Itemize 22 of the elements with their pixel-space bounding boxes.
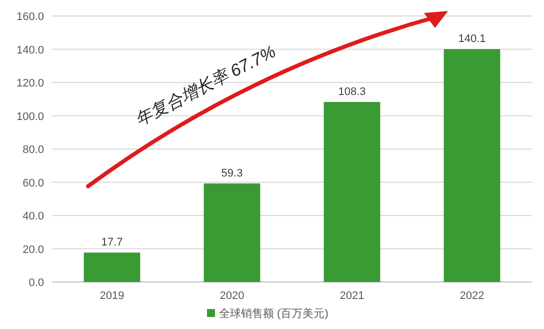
bar [84,252,140,282]
bar [204,183,260,282]
y-tick-label: 0.0 [28,277,44,289]
data-label: 17.7 [101,236,123,249]
bar [444,49,500,282]
legend-label: 全球销售额 (百万美元) [219,307,328,320]
x-tick-label: 2020 [220,290,244,302]
data-label: 140.1 [458,33,486,46]
y-tick-label: 160.0 [16,11,44,23]
data-label: 59.3 [221,167,243,180]
x-tick-label: 2022 [460,290,484,302]
y-tick-label: 140.0 [16,44,44,56]
y-tick-label: 80.0 [22,144,44,156]
data-label: 108.3 [338,86,366,98]
y-tick-label: 20.0 [22,244,44,256]
x-tick-label: 2019 [100,290,124,302]
y-tick-label: 40.0 [22,210,44,222]
bar [324,102,380,282]
y-tick-label: 60.0 [22,177,44,190]
y-tick-label: 120.0 [16,78,44,90]
y-tick-label: 100.0 [16,110,44,123]
x-tick-label: 2021 [340,290,364,302]
